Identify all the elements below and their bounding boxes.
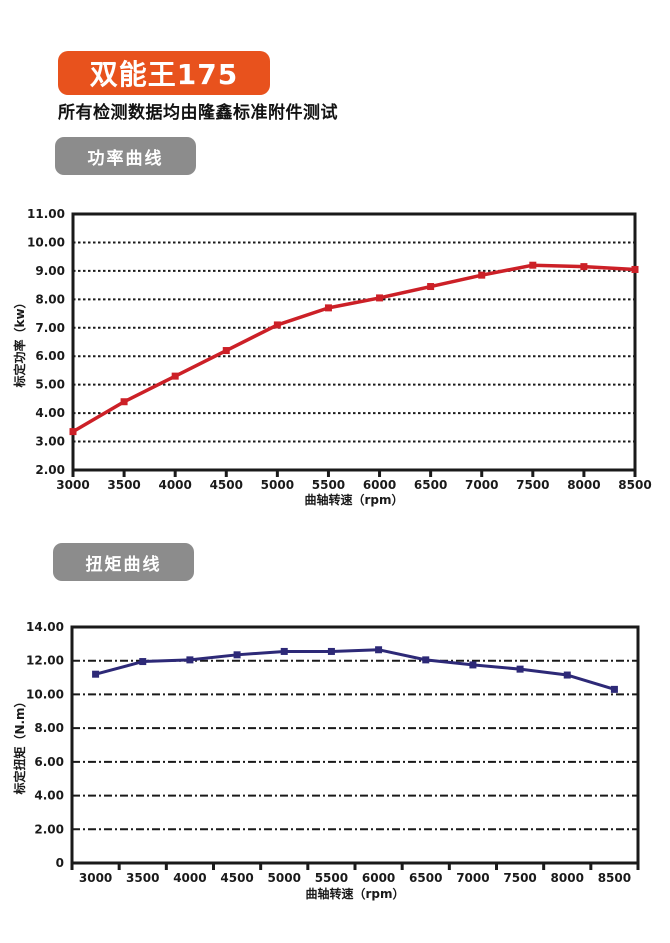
svg-text:7.00: 7.00 bbox=[35, 321, 65, 335]
svg-text:8.00: 8.00 bbox=[34, 721, 64, 735]
svg-text:3.00: 3.00 bbox=[35, 435, 65, 449]
svg-text:5.00: 5.00 bbox=[35, 378, 65, 392]
series-line bbox=[72, 263, 636, 434]
svg-text:7500: 7500 bbox=[503, 871, 536, 885]
svg-text:6.00: 6.00 bbox=[34, 755, 64, 769]
svg-text:4500: 4500 bbox=[210, 478, 243, 492]
y-axis-title: 标定功率（kw） bbox=[12, 296, 27, 388]
svg-text:3000: 3000 bbox=[56, 478, 89, 492]
svg-text:8.00: 8.00 bbox=[35, 292, 65, 306]
svg-text:6500: 6500 bbox=[414, 478, 447, 492]
svg-text:10.00: 10.00 bbox=[27, 235, 65, 249]
svg-text:3500: 3500 bbox=[126, 871, 159, 885]
svg-text:12.00: 12.00 bbox=[26, 654, 64, 668]
x-axis-labels: 3000 3500 4000 4500 5000 5500 6000 6500 7000 7500… bbox=[56, 470, 652, 492]
gridlines bbox=[72, 659, 638, 831]
x-axis-title: 曲轴转速（rpm） bbox=[304, 492, 403, 507]
svg-text:6000: 6000 bbox=[363, 478, 396, 492]
svg-text:5000: 5000 bbox=[261, 478, 294, 492]
svg-text:7000: 7000 bbox=[465, 478, 498, 492]
svg-text:8500: 8500 bbox=[618, 478, 651, 492]
series-line bbox=[95, 648, 615, 691]
svg-text:4000: 4000 bbox=[173, 871, 206, 885]
svg-text:5500: 5500 bbox=[312, 478, 345, 492]
svg-text:2.00: 2.00 bbox=[35, 463, 65, 477]
svg-text:6.00: 6.00 bbox=[35, 349, 65, 363]
svg-text:2.00: 2.00 bbox=[34, 822, 64, 836]
svg-text:8000: 8000 bbox=[551, 871, 584, 885]
svg-text:4500: 4500 bbox=[220, 871, 253, 885]
svg-text:14.00: 14.00 bbox=[26, 620, 64, 634]
svg-text:4.00: 4.00 bbox=[35, 406, 65, 420]
series-markers bbox=[69, 261, 639, 436]
svg-text:3000: 3000 bbox=[79, 871, 112, 885]
svg-text:6000: 6000 bbox=[362, 871, 395, 885]
svg-text:0: 0 bbox=[56, 856, 64, 870]
svg-text:11.00: 11.00 bbox=[27, 207, 65, 221]
svg-text:5000: 5000 bbox=[268, 871, 301, 885]
svg-text:6500: 6500 bbox=[409, 871, 442, 885]
svg-text:4000: 4000 bbox=[158, 478, 191, 492]
svg-text:4.00: 4.00 bbox=[34, 789, 64, 803]
torque-curve-badge: 扭矩曲线 bbox=[53, 543, 194, 581]
y-axis-labels: 2.00 3.00 4.00 5.00 6.00 7.00 8.00 9.00 10.00 11.… bbox=[27, 207, 65, 477]
svg-text:9.00: 9.00 bbox=[35, 264, 65, 278]
gridlines bbox=[73, 241, 635, 443]
model-badge: 双能王175 bbox=[58, 51, 270, 95]
svg-text:7000: 7000 bbox=[456, 871, 489, 885]
svg-text:8500: 8500 bbox=[598, 871, 631, 885]
plot-border bbox=[70, 625, 640, 865]
power-curve-badge: 功率曲线 bbox=[55, 137, 196, 175]
y-axis-title: 标定扭矩（N.m） bbox=[12, 695, 27, 795]
power-curve-chart: 2.00 3.00 4.00 5.00 6.00 7.00 8.00 9.00 10.00 11.… bbox=[12, 207, 652, 507]
torque-curve-chart: 0 2.00 4.00 6.00 8.00 10.00 12.00 14.00 3000 3500… bbox=[12, 620, 640, 901]
y-axis-labels: 0 2.00 4.00 6.00 8.00 10.00 12.00 14.00 bbox=[26, 620, 64, 870]
plot-border bbox=[71, 212, 637, 472]
svg-text:8000: 8000 bbox=[567, 478, 600, 492]
svg-text:10.00: 10.00 bbox=[26, 687, 64, 701]
svg-text:7500: 7500 bbox=[516, 478, 549, 492]
test-note-text: 所有检测数据均由隆鑫标准附件测试 bbox=[58, 103, 338, 123]
svg-text:5500: 5500 bbox=[315, 871, 348, 885]
svg-text:3500: 3500 bbox=[107, 478, 140, 492]
series-markers bbox=[92, 646, 618, 693]
x-axis-title: 曲轴转速（rpm） bbox=[305, 886, 404, 901]
x-axis-labels: 3000 3500 4000 4500 5000 5500 6000 6500 7000 7500… bbox=[70, 863, 640, 885]
